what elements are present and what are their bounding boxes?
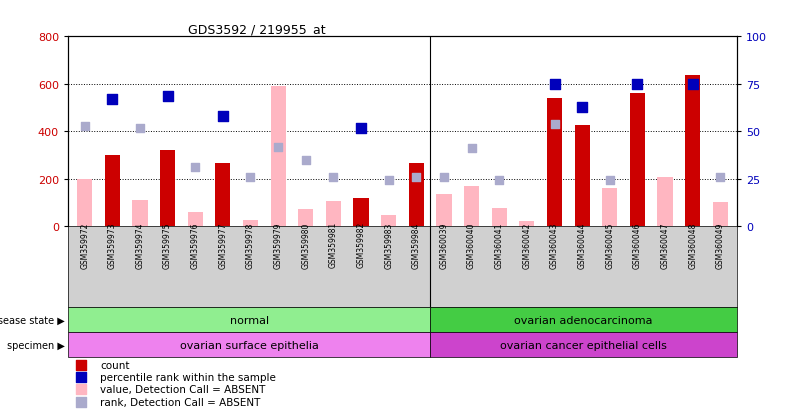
Bar [68,332,430,357]
Bar [437,195,452,226]
Point [437,175,450,181]
Bar [430,332,737,357]
Bar [464,186,479,226]
Point [75,361,88,368]
Point [75,399,88,405]
Text: value, Detection Call = ABSENT: value, Detection Call = ABSENT [100,385,266,394]
Bar [77,179,92,226]
Text: rank, Detection Call = ABSENT: rank, Detection Call = ABSENT [100,397,260,407]
Point [75,374,88,380]
Point [272,144,284,150]
Bar [243,221,258,226]
Bar [713,203,728,226]
Text: GDS3592 / 219955_at: GDS3592 / 219955_at [188,23,326,36]
Bar [160,151,175,226]
Bar [187,212,203,226]
Point [189,164,202,171]
Bar [381,216,396,226]
Point [603,177,616,184]
Bar [105,156,120,226]
Bar [602,189,618,226]
Point [548,81,561,88]
Point [410,175,423,181]
Point [631,81,644,88]
Point [576,105,589,112]
Bar [271,87,286,226]
Bar [409,164,424,226]
Text: ovarian cancer epithelial cells: ovarian cancer epithelial cells [500,340,667,350]
Text: ovarian surface epithelia: ovarian surface epithelia [179,340,319,350]
Point [548,121,561,128]
Point [106,97,119,103]
Text: count: count [100,360,130,370]
Point [75,386,88,393]
Point [382,177,395,184]
Bar [574,126,590,226]
Point [493,177,505,184]
Point [216,113,229,120]
Point [244,175,257,181]
Text: disease state ▶: disease state ▶ [0,315,65,325]
Text: percentile rank within the sample: percentile rank within the sample [100,372,276,382]
Bar [630,94,645,226]
Bar [519,222,534,226]
Point [355,125,368,132]
Point [134,125,147,132]
Bar [298,210,313,226]
Bar [685,76,700,226]
Text: normal: normal [230,315,268,325]
Bar [658,178,673,226]
Bar [215,164,231,226]
Bar [492,209,507,226]
Bar [430,308,737,332]
Bar [68,308,430,332]
Point [714,175,727,181]
Bar [132,200,147,226]
Point [465,145,478,152]
Point [686,81,699,88]
Point [327,175,340,181]
Point [161,93,174,100]
Text: ovarian adenocarcinoma: ovarian adenocarcinoma [514,315,653,325]
Point [78,124,91,131]
Bar [326,202,341,226]
Text: specimen ▶: specimen ▶ [7,340,65,350]
Point [300,157,312,164]
Bar [547,99,562,226]
Bar [353,198,368,226]
